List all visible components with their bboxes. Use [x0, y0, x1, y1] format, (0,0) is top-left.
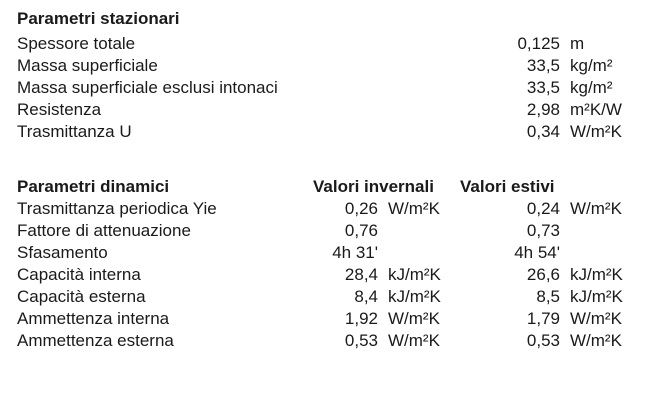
winter-value: 28,4 [344, 265, 378, 284]
param-label: Ammettenza interna [17, 309, 170, 328]
dynamic-row: Capacità esterna 8,4 kJ/m²K 8,5 kJ/m²K [0, 286, 665, 308]
param-label: Massa superficiale esclusi intonaci [17, 78, 278, 97]
summer-value: 0,73 [526, 221, 560, 240]
summer-value: 8,5 [536, 287, 560, 306]
winter-unit: kJ/m²K [388, 265, 441, 284]
param-label: Massa superficiale [17, 56, 158, 75]
param-label: Ammettenza esterna [17, 331, 174, 350]
dynamic-row: Fattore di attenuazione 0,76 0,73 [0, 220, 665, 242]
param-label: Trasmittanza periodica Yie [17, 199, 217, 218]
dynamic-header: Parametri dinamici Valori invernali Valo… [0, 176, 665, 198]
summer-unit: W/m²K [570, 331, 622, 350]
dynamic-row: Ammettenza interna 1,92 W/m²K 1,79 W/m²K [0, 308, 665, 330]
summer-unit: W/m²K [570, 309, 622, 328]
winter-value: 0,76 [344, 221, 378, 240]
param-unit: m [570, 34, 585, 53]
summer-value: 1,79 [526, 309, 560, 328]
param-unit: m²K/W [570, 100, 622, 119]
param-value: 33,5 [526, 78, 560, 97]
param-unit: kg/m² [570, 78, 613, 97]
param-label: Resistenza [17, 100, 102, 119]
summer-value: 26,6 [526, 265, 560, 284]
param-value: 2,98 [526, 100, 560, 119]
stationary-row: Massa superficiale 33,5 kg/m² [0, 55, 665, 77]
winter-value: 4h 31' [332, 243, 378, 262]
dynamic-title: Parametri dinamici [17, 177, 170, 196]
param-unit: kg/m² [570, 56, 613, 75]
summer-unit: kJ/m²K [570, 287, 623, 306]
param-label: Spessore totale [17, 34, 136, 53]
summer-header: Valori estivi [460, 177, 555, 196]
stationary-header: Parametri stazionari [0, 8, 665, 30]
dynamic-row: Ammettenza esterna 0,53 W/m²K 0,53 W/m²K [0, 330, 665, 352]
winter-unit: kJ/m²K [388, 287, 441, 306]
winter-value: 0,53 [344, 331, 378, 350]
winter-value: 0,26 [344, 199, 378, 218]
winter-header: Valori invernali [313, 177, 434, 196]
winter-unit: W/m²K [388, 331, 440, 350]
param-label: Sfasamento [17, 243, 108, 262]
param-label: Trasmittanza U [17, 122, 132, 141]
winter-unit: W/m²K [388, 309, 440, 328]
stationary-title: Parametri stazionari [17, 9, 180, 28]
stationary-row: Trasmittanza U 0,34 W/m²K [0, 121, 665, 143]
summer-unit: W/m²K [570, 199, 622, 218]
dynamic-row: Trasmittanza periodica Yie 0,26 W/m²K 0,… [0, 198, 665, 220]
dynamic-row: Sfasamento 4h 31' 4h 54' [0, 242, 665, 264]
stationary-row: Resistenza 2,98 m²K/W [0, 99, 665, 121]
param-label: Fattore di attenuazione [17, 221, 191, 240]
winter-value: 8,4 [354, 287, 378, 306]
summer-unit: kJ/m²K [570, 265, 623, 284]
winter-value: 1,92 [344, 309, 378, 328]
summer-value: 0,53 [526, 331, 560, 350]
param-value: 33,5 [526, 56, 560, 75]
dynamic-row: Capacità interna 28,4 kJ/m²K 26,6 kJ/m²K [0, 264, 665, 286]
stationary-row: Massa superficiale esclusi intonaci 33,5… [0, 77, 665, 99]
stationary-row: Spessore totale 0,125 m [0, 33, 665, 55]
param-unit: W/m²K [570, 122, 622, 141]
summer-value: 4h 54' [514, 243, 560, 262]
winter-unit: W/m²K [388, 199, 440, 218]
param-label: Capacità interna [17, 265, 141, 284]
param-value: 0,34 [526, 122, 560, 141]
summer-value: 0,24 [526, 199, 560, 218]
param-label: Capacità esterna [17, 287, 146, 306]
param-value: 0,125 [517, 34, 560, 53]
